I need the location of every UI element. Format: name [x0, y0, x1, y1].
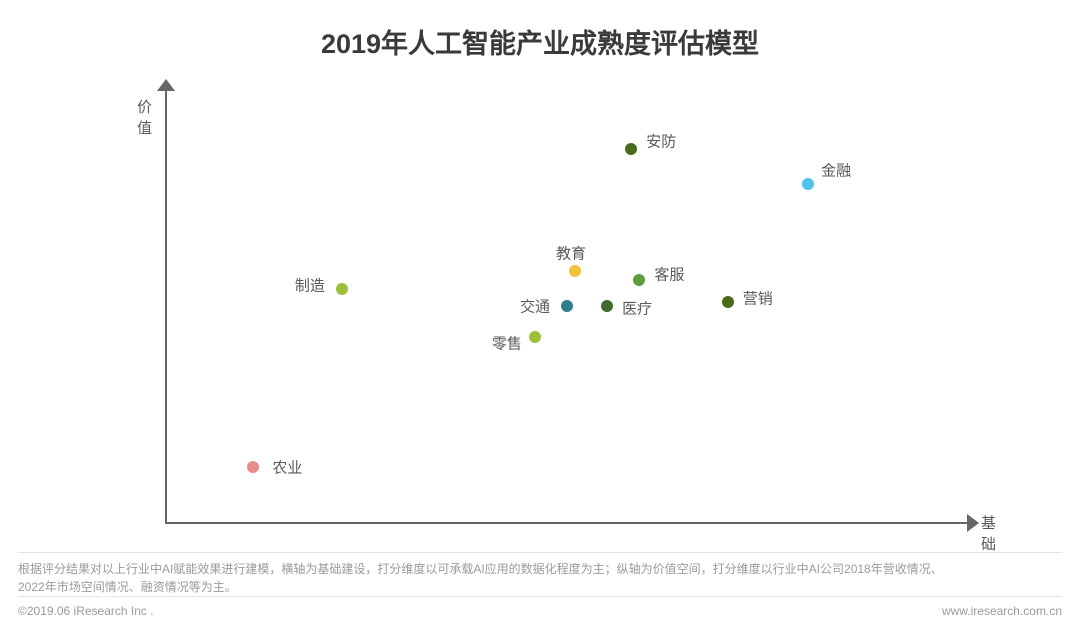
- y-axis-arrow: [157, 79, 175, 91]
- footer-divider-top: [18, 552, 1062, 553]
- point-label: 安防: [646, 131, 676, 152]
- point-marker: [722, 296, 734, 308]
- point-label: 教育: [556, 243, 586, 264]
- point-label: 客服: [654, 263, 684, 284]
- x-axis-arrow: [967, 514, 979, 532]
- y-axis-line: [165, 88, 167, 524]
- footnote: 根据评分结果对以上行业中AI赋能效果进行建模，横轴为基础建设，打分维度以可承载A…: [18, 560, 1062, 596]
- point-marker: [247, 461, 259, 473]
- point-marker: [802, 178, 814, 190]
- footnote-line1: 根据评分结果对以上行业中AI赋能效果进行建模，横轴为基础建设，打分维度以可承载A…: [18, 562, 943, 576]
- point-marker: [601, 300, 613, 312]
- y-axis-label-char: 价: [137, 96, 152, 117]
- point-marker: [625, 143, 637, 155]
- website: www.iresearch.com.cn: [942, 604, 1062, 618]
- point-marker: [336, 283, 348, 295]
- y-axis-label-char: 值: [137, 117, 152, 138]
- chart-canvas: 2019年人工智能产业成熟度评估模型 价值 基础 农业 制造零售 交通 教育医疗客服 安…: [0, 0, 1080, 629]
- point-marker: [529, 331, 541, 343]
- point-label: 交通: [520, 296, 550, 317]
- footnote-line2: 2022年市场空间情况、融资情况等为主。: [18, 580, 237, 594]
- footer-divider-bottom: [18, 596, 1062, 597]
- point-label: 金融: [821, 159, 851, 180]
- point-marker: [633, 274, 645, 286]
- y-axis-label: 价值: [137, 96, 152, 138]
- point-marker: [569, 265, 581, 277]
- x-axis-line: [165, 522, 969, 524]
- point-marker: [561, 300, 573, 312]
- point-label: 医疗: [622, 298, 652, 319]
- point-label: 农业: [272, 457, 302, 478]
- point-label: 零售: [492, 332, 522, 353]
- x-axis-label: 基础: [981, 512, 996, 554]
- chart-title: 2019年人工智能产业成熟度评估模型: [0, 22, 1080, 61]
- point-label: 制造: [295, 274, 325, 295]
- copyright: ©2019.06 iResearch Inc .: [18, 604, 154, 618]
- point-label: 营销: [743, 287, 773, 308]
- plot-area: 价值 基础 农业制造零售交通教育医疗客服安防营销金融: [165, 88, 969, 524]
